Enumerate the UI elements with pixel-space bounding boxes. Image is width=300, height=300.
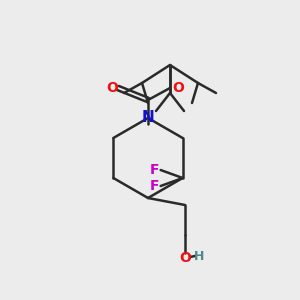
- Text: N: N: [142, 110, 154, 125]
- Text: H: H: [194, 250, 204, 262]
- Text: F: F: [150, 163, 159, 177]
- Text: O: O: [106, 81, 118, 95]
- Text: F: F: [150, 179, 159, 193]
- Text: O: O: [172, 81, 184, 95]
- Text: O: O: [179, 251, 191, 265]
